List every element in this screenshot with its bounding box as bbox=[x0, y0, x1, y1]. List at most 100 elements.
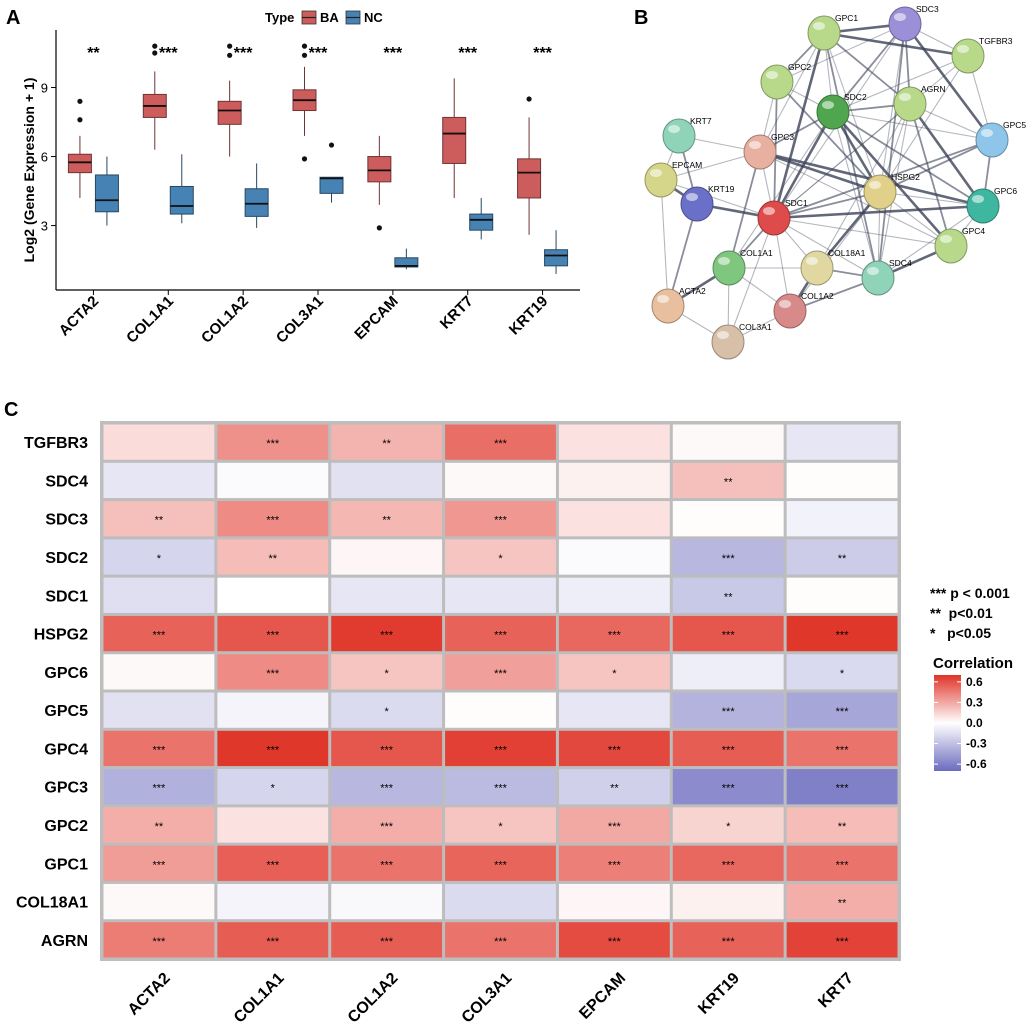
cell-significance: ** bbox=[724, 591, 733, 603]
heatmap-cell bbox=[331, 807, 443, 843]
legend: Type BA NC bbox=[265, 10, 383, 25]
cell-significance: *** bbox=[494, 936, 508, 948]
category-group-acta2: ** ACTA2 bbox=[56, 45, 119, 339]
heatmap-cell bbox=[445, 769, 556, 805]
cell-significance: * bbox=[612, 668, 617, 680]
heatmap-cell bbox=[331, 730, 443, 767]
heatmap-cell bbox=[786, 807, 898, 843]
cell-significance: *** bbox=[380, 936, 394, 948]
heatmap-cell bbox=[786, 845, 898, 881]
heatmap-cell bbox=[786, 462, 898, 499]
cell-significance: ** bbox=[155, 515, 164, 527]
heatmap-cell bbox=[331, 654, 443, 690]
colorbar bbox=[934, 675, 961, 771]
category-group-col3a1: *** COL3A1 bbox=[273, 43, 344, 347]
heatmap-cell bbox=[558, 424, 670, 460]
network-edge bbox=[660, 179, 669, 307]
heatmap-cell bbox=[558, 922, 670, 958]
network-edge bbox=[903, 23, 994, 141]
cell-significance: *** bbox=[722, 859, 736, 871]
node-label: COL1A1 bbox=[740, 248, 773, 258]
row-label: GPC2 bbox=[44, 818, 88, 835]
legend-label-ba: BA bbox=[320, 10, 339, 25]
cell-significance: ** bbox=[269, 553, 278, 565]
node-highlight bbox=[813, 22, 825, 30]
heatmap-cell bbox=[217, 424, 329, 460]
network-edge bbox=[879, 139, 993, 193]
heatmap-cell bbox=[672, 615, 784, 652]
network-edge bbox=[773, 55, 969, 219]
heatmap-cell bbox=[445, 730, 556, 767]
network-node-col1a2: COL1A2 bbox=[773, 291, 834, 329]
heatmap-cell bbox=[672, 424, 784, 460]
significance-label: ** bbox=[87, 45, 100, 62]
node-label: SDC4 bbox=[889, 258, 912, 268]
cell-significance: *** bbox=[153, 744, 167, 756]
network-edge bbox=[759, 150, 881, 194]
heatmap-cell bbox=[217, 501, 329, 537]
network-edge bbox=[773, 217, 879, 279]
cell-significance: *** bbox=[836, 706, 850, 718]
cell-significance: *** bbox=[153, 630, 167, 642]
node-highlight bbox=[657, 295, 669, 303]
node-highlight bbox=[717, 331, 729, 339]
heatmap-cell bbox=[672, 501, 784, 537]
cell-significance: *** bbox=[722, 630, 736, 642]
network-edge bbox=[832, 23, 906, 113]
network-edge bbox=[823, 32, 911, 105]
heatmap-cell bbox=[786, 730, 898, 767]
heatmap-cell bbox=[786, 615, 898, 652]
network-edge bbox=[908, 103, 985, 207]
network-node-hspg2: HSPG2 bbox=[863, 172, 920, 210]
node-highlight bbox=[763, 207, 775, 215]
node-highlight bbox=[867, 267, 879, 275]
heatmap-cell bbox=[786, 577, 898, 613]
cell-significance: * bbox=[726, 821, 731, 833]
heatmap-cell bbox=[103, 654, 215, 690]
panel-label-a: A bbox=[6, 7, 20, 29]
network-node-gpc3: GPC3 bbox=[743, 132, 794, 170]
heatmap-cell bbox=[786, 654, 898, 690]
heatmap-cell bbox=[103, 807, 215, 843]
network-edge bbox=[660, 179, 775, 219]
panel-label-c: C bbox=[4, 399, 18, 421]
node-label: AGRN bbox=[921, 84, 946, 94]
heatmap-cell bbox=[445, 654, 556, 690]
heatmap-cell bbox=[445, 615, 556, 652]
heatmap-cell bbox=[786, 692, 898, 728]
network-edge bbox=[832, 111, 952, 247]
network-edge bbox=[832, 111, 879, 279]
heatmap-cell bbox=[786, 501, 898, 537]
network-node-agrn: AGRN bbox=[893, 84, 946, 122]
box-nc bbox=[169, 185, 194, 215]
heatmap-cell bbox=[331, 501, 443, 537]
network-node-epcam: EPCAM bbox=[644, 160, 702, 198]
heatmap-cell bbox=[103, 922, 215, 958]
heatmap-cell bbox=[103, 577, 215, 613]
network-edge bbox=[823, 32, 881, 193]
cell-significance: *** bbox=[380, 783, 394, 795]
cell-significance: *** bbox=[836, 859, 850, 871]
network-node-col1a1: COL1A1 bbox=[712, 248, 773, 286]
cell-significance: *** bbox=[836, 783, 850, 795]
heatmap-cell bbox=[445, 883, 556, 920]
network-edge bbox=[816, 103, 911, 269]
colorbar-tick-label: 0.6 bbox=[966, 675, 983, 689]
heatmap-cell bbox=[786, 769, 898, 805]
category-group-col1a1: *** COL1A1 bbox=[123, 43, 194, 347]
row-label: GPC3 bbox=[44, 780, 88, 797]
row-label: AGRN bbox=[41, 933, 88, 950]
heatmap-cell bbox=[445, 424, 556, 460]
heatmap-cell bbox=[217, 462, 329, 499]
row-label: COL18A1 bbox=[16, 895, 88, 912]
cell-significance: *** bbox=[722, 706, 736, 718]
colorbar-title: Correlation bbox=[933, 655, 1013, 672]
x-tick-label: ACTA2 bbox=[56, 293, 103, 340]
colorbar-tick-label: 0.0 bbox=[966, 716, 983, 730]
network-node-krt7: KRT7 bbox=[662, 116, 712, 154]
heatmap-cell bbox=[558, 692, 670, 728]
heatmap-cell bbox=[558, 501, 670, 537]
heatmap-cell bbox=[331, 539, 443, 575]
row-label: SDC2 bbox=[45, 550, 88, 567]
